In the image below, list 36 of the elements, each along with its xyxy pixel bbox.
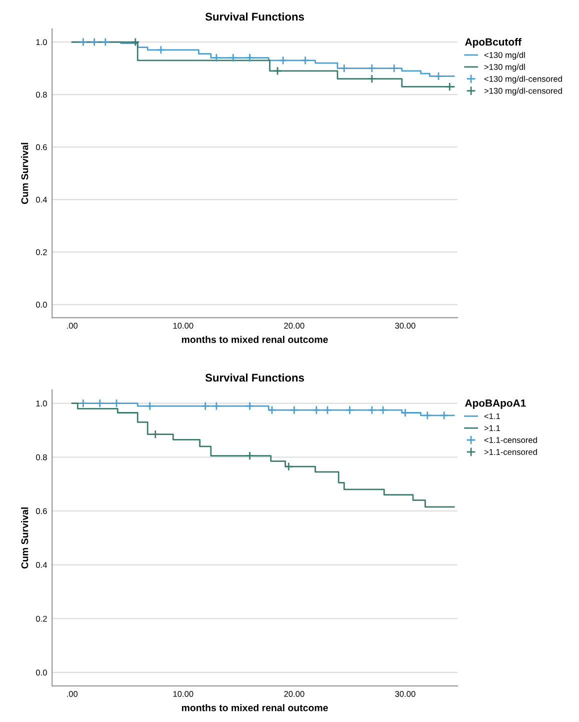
y-tick-label: 0.4: [36, 196, 48, 203]
legend-label: <1.1-censored: [484, 436, 537, 443]
y-tick-label: 0.6: [36, 144, 47, 150]
x-tick-label: 20.00: [284, 690, 304, 697]
legend-label: <1.1: [484, 413, 500, 420]
legend-label: >1.1-censored: [484, 448, 537, 455]
legend-label: >130 mg/dl-censored: [484, 88, 562, 96]
x-axis-title: months to mixed renal outcome: [182, 704, 328, 712]
chart-title: Survival Functions: [205, 373, 304, 382]
x-tick-label: .00: [67, 690, 78, 697]
x-tick-label: 30.00: [395, 690, 416, 697]
y-tick-label: 0.0: [36, 670, 47, 676]
x-tick-label: 30.00: [395, 322, 416, 329]
x-tick-label: 10.00: [173, 690, 194, 697]
y-tick-label: 0.8: [36, 454, 47, 460]
legend-title: ApoBApoA1: [465, 400, 526, 409]
chart-title: Survival Functions: [205, 12, 304, 21]
x-tick-label: .00: [67, 322, 78, 329]
x-tick-label: 10.00: [173, 322, 194, 329]
legend-label: >130 mg/dl: [484, 64, 525, 72]
legend-label: <130 mg/dl: [484, 52, 525, 60]
y-tick-label: 1.0: [36, 400, 47, 406]
y-axis-title: Cum Survival: [21, 508, 28, 569]
y-tick-label: 0.6: [36, 508, 47, 514]
y-tick-label: 0.0: [36, 302, 47, 308]
y-tick-label: 0.2: [36, 249, 47, 256]
y-axis-title: Cum Survival: [21, 142, 28, 204]
y-tick-label: 0.8: [36, 92, 47, 98]
y-tick-label: 0.2: [36, 616, 47, 622]
x-tick-label: 20.00: [284, 322, 304, 329]
y-tick-label: 1.0: [36, 39, 47, 46]
y-tick-label: 0.4: [36, 562, 48, 568]
legend-title: ApoBcutoff: [465, 38, 522, 48]
legend-label: <130 mg/dl-censored: [484, 76, 562, 84]
x-axis-title: months to mixed renal outcome: [182, 336, 328, 344]
legend-label: >1.1: [484, 425, 500, 431]
